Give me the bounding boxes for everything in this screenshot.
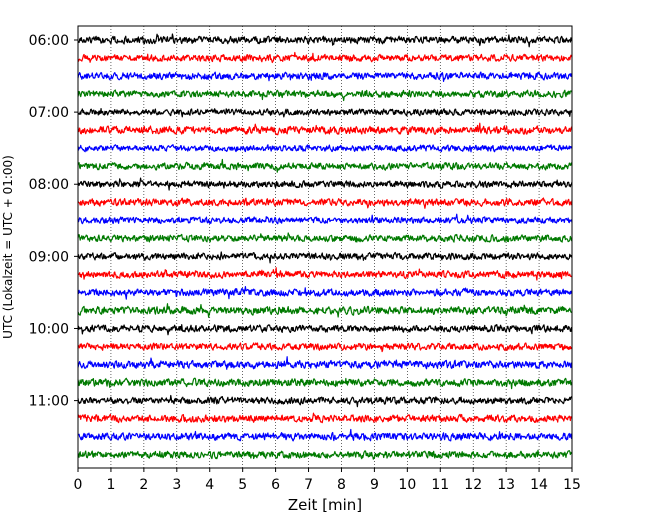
x-tick-label-6: 6: [271, 477, 280, 493]
trace-group: [77, 33, 573, 460]
x-tick-label-8: 8: [337, 477, 346, 493]
x-tick-label-3: 3: [172, 477, 181, 493]
trace-0645: [77, 89, 573, 102]
trace-1130: [77, 428, 573, 442]
trace-0830: [77, 213, 573, 225]
trace-1100: [77, 394, 573, 408]
trace-0845: [77, 232, 573, 243]
x-tick-label-13: 13: [497, 477, 515, 493]
y-tick-label-4: 10:00: [29, 321, 69, 337]
trace-1015: [77, 342, 573, 353]
trace-0930: [77, 286, 573, 300]
x-tick-label-10: 10: [398, 477, 416, 493]
trace-0600: [77, 33, 573, 48]
trace-1030: [77, 356, 573, 370]
trace-0915: [77, 267, 573, 281]
x-tick-label-11: 11: [431, 477, 449, 493]
x-axis: 0 1 2 3 4 5 6 7 8 9 10 11 12 13 14 15: [74, 468, 581, 493]
y-axis-label: UTC (Lokalzeit = UTC + 01:00): [1, 155, 15, 339]
trace-0615: [77, 51, 573, 64]
trace-0630: [77, 71, 573, 83]
x-tick-label-12: 12: [464, 477, 482, 493]
x-tick-label-14: 14: [530, 477, 548, 493]
trace-0745: [77, 158, 573, 173]
plot-frame: [77, 25, 573, 469]
x-tick-label-0: 0: [74, 477, 83, 493]
trace-1145: [77, 449, 573, 460]
x-tick-label-5: 5: [238, 477, 247, 493]
x-tick-label-4: 4: [205, 477, 214, 493]
trace-0700: [77, 108, 573, 118]
x-tick-label-9: 9: [370, 477, 379, 493]
y-tick-label-1: 07:00: [29, 105, 69, 121]
y-axis: 06:00 07:00 08:00 09:00 10:00 11:00: [29, 33, 78, 410]
y-tick-label-3: 09:00: [29, 249, 69, 265]
trace-0730: [77, 144, 573, 153]
trace-0900: [77, 251, 573, 264]
trace-1115: [77, 412, 573, 424]
trace-0945: [77, 303, 573, 318]
x-tick-label-1: 1: [106, 477, 115, 493]
y-tick-label-0: 06:00: [29, 33, 69, 49]
trace-0715: [77, 122, 573, 136]
trace-1000: [77, 324, 573, 336]
trace-0800: [77, 177, 573, 191]
plot-background: [78, 26, 572, 468]
x-tick-label-7: 7: [304, 477, 313, 493]
x-axis-label: Zeit [min]: [288, 496, 362, 514]
y-tick-label-2: 08:00: [29, 177, 69, 193]
y-tick-label-5: 11:00: [29, 394, 69, 410]
trace-0815: [77, 197, 573, 209]
trace-1045: [77, 377, 573, 390]
x-tick-label-2: 2: [139, 477, 148, 493]
x-tick-label-15: 15: [563, 477, 581, 493]
